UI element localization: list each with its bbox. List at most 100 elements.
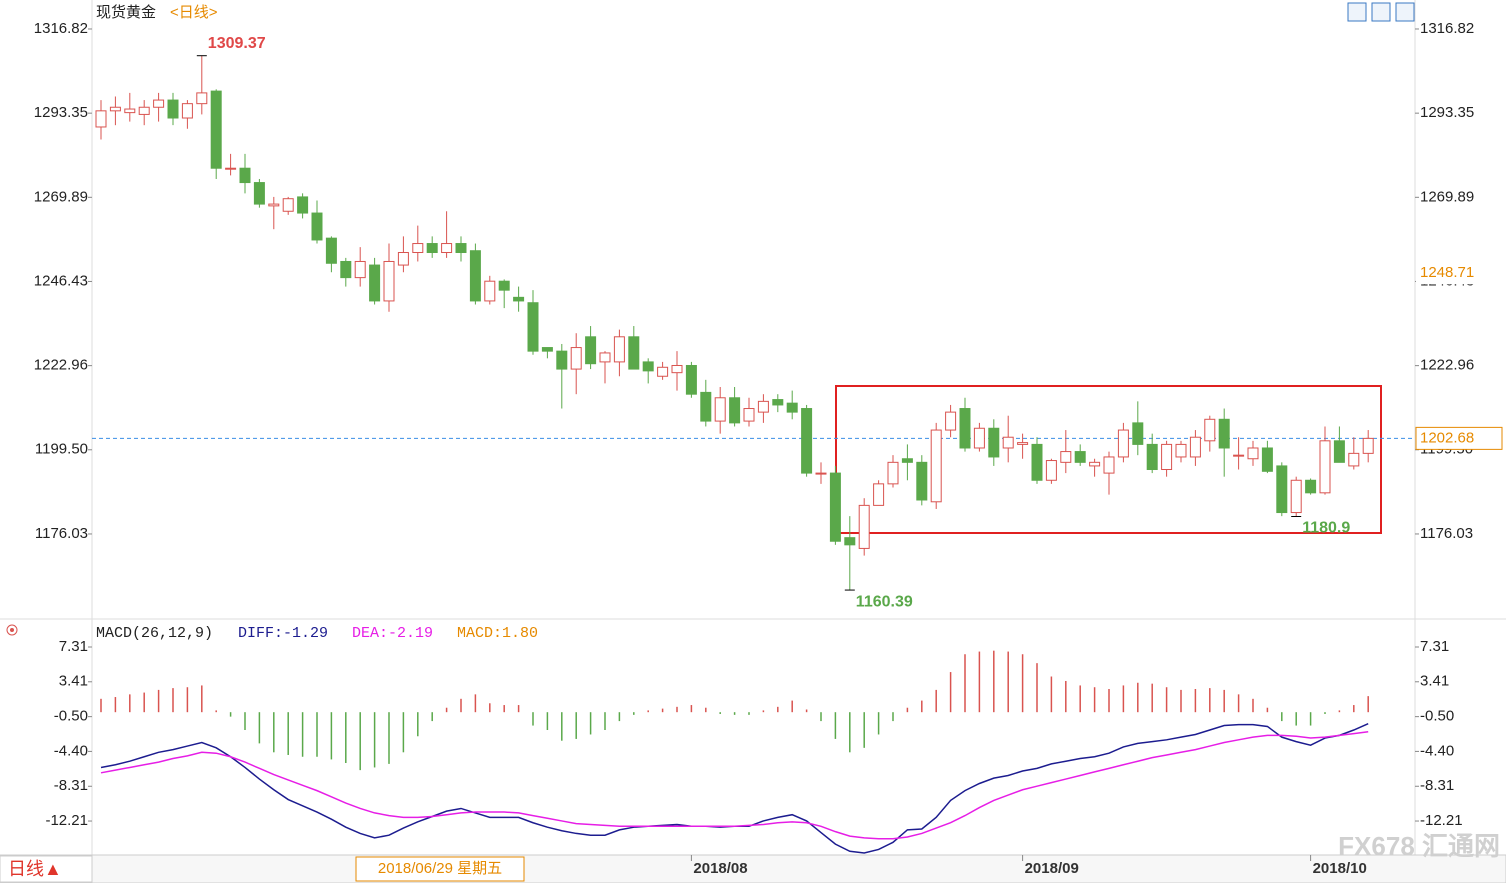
macd-line bbox=[100, 730, 1369, 840]
candle-body bbox=[311, 212, 323, 241]
candle-body bbox=[441, 243, 453, 254]
candle-body bbox=[1204, 418, 1216, 442]
period-label[interactable]: 日线▲ bbox=[8, 859, 62, 879]
candle-body bbox=[109, 106, 121, 112]
candle-body bbox=[95, 110, 107, 128]
candle-body bbox=[1189, 436, 1201, 458]
toolbar-button[interactable] bbox=[1395, 2, 1415, 22]
candle-body bbox=[815, 472, 827, 475]
toolbar-button[interactable] bbox=[1347, 2, 1367, 22]
candle-body bbox=[1290, 479, 1302, 514]
candle-body bbox=[729, 397, 741, 424]
y-tick-label: 1176.03 bbox=[35, 525, 88, 542]
candle-body bbox=[1348, 452, 1360, 467]
candle-body bbox=[556, 350, 568, 370]
candle-body bbox=[714, 397, 726, 422]
candle-body bbox=[1161, 443, 1173, 471]
y-tick-label-right: 1293.35 bbox=[1420, 104, 1474, 121]
candle-body bbox=[397, 252, 409, 266]
y-tick-label: 7.31 bbox=[59, 638, 88, 655]
candle-body bbox=[1362, 437, 1374, 454]
candle-body bbox=[484, 280, 496, 302]
candle-body bbox=[1261, 447, 1273, 472]
candle-body bbox=[124, 108, 136, 114]
candle-body bbox=[282, 198, 294, 212]
y-tick-label: -0.50 bbox=[54, 708, 88, 725]
candle-body bbox=[498, 280, 510, 291]
candle-body bbox=[1146, 443, 1158, 471]
candle-body bbox=[1017, 442, 1029, 445]
candle-body bbox=[858, 504, 870, 549]
candle-body bbox=[1103, 456, 1115, 474]
y-tick-label: 1316.82 bbox=[34, 20, 88, 37]
candle-body bbox=[657, 366, 669, 377]
candle-body bbox=[1305, 479, 1317, 494]
candle-body bbox=[642, 361, 654, 372]
candle-body bbox=[829, 472, 841, 542]
toolbar-button[interactable] bbox=[1371, 2, 1391, 22]
candle-body bbox=[613, 336, 625, 363]
legend-entry: DIFF:-1.29 bbox=[238, 625, 328, 642]
candle-body bbox=[1175, 443, 1187, 458]
icon-circle bbox=[6, 624, 18, 636]
cursor-date: 2018/06/29 星期五 bbox=[378, 860, 502, 877]
candle-body bbox=[685, 364, 697, 395]
chart-subtitle: <日线> bbox=[170, 4, 218, 21]
candle-body bbox=[181, 103, 193, 119]
y-tick-label: 1199.50 bbox=[35, 441, 88, 458]
y-tick-label-right: 1176.03 bbox=[1420, 525, 1473, 542]
legend-entry: DEA:-2.19 bbox=[352, 625, 433, 642]
candle-body bbox=[354, 260, 366, 279]
legend-entry: MACD:1.80 bbox=[457, 625, 538, 642]
last-price-label: 1202.68 bbox=[1420, 429, 1474, 446]
x-tick-label: 2018/08 bbox=[693, 860, 747, 877]
candle-body bbox=[253, 182, 265, 205]
candle-body bbox=[239, 167, 251, 184]
extreme-label: 1180.9 bbox=[1302, 520, 1350, 537]
x-tick-label: 2018/10 bbox=[1313, 860, 1367, 877]
candle-body bbox=[369, 264, 381, 302]
candle-body bbox=[570, 347, 582, 370]
candle-body bbox=[988, 427, 1000, 458]
candle-body bbox=[541, 347, 553, 352]
y-tick-label-right: 1222.96 bbox=[1420, 357, 1474, 374]
y-tick-label-right: 7.31 bbox=[1420, 638, 1449, 655]
candle-body bbox=[786, 402, 798, 413]
candle-body bbox=[873, 483, 885, 506]
cursor-price-label: 1248.71 bbox=[1420, 264, 1474, 281]
candle-body bbox=[1060, 451, 1072, 463]
candle-body bbox=[628, 336, 640, 370]
cursor-price-box bbox=[1416, 262, 1502, 285]
cursor-date-box bbox=[355, 856, 525, 882]
candle-body bbox=[383, 260, 395, 302]
y-tick-label: 3.41 bbox=[59, 673, 88, 690]
candle-body bbox=[325, 237, 337, 264]
candle-body bbox=[1218, 418, 1230, 449]
crosshair-icon bbox=[6, 624, 18, 636]
highlight-box bbox=[835, 385, 1382, 534]
y-tick-label: -8.31 bbox=[54, 777, 88, 794]
candle-body bbox=[1031, 443, 1043, 481]
period-box[interactable] bbox=[0, 855, 93, 883]
chart-title: 现货黄金 bbox=[96, 4, 156, 21]
candle-body bbox=[901, 458, 913, 463]
candle-body bbox=[1074, 451, 1086, 463]
candle-body bbox=[1319, 440, 1331, 494]
candle-body bbox=[153, 99, 165, 108]
toolbar bbox=[1347, 2, 1415, 22]
candle-body bbox=[455, 243, 467, 254]
candle-body bbox=[959, 408, 971, 449]
candle-body bbox=[1132, 422, 1144, 445]
candle-body bbox=[138, 106, 150, 115]
candle-body bbox=[700, 391, 712, 422]
y-tick-label-right: -4.40 bbox=[1420, 742, 1454, 759]
x-tick-label: 2018/09 bbox=[1025, 860, 1079, 877]
y-tick-label: 1222.96 bbox=[34, 357, 88, 374]
candle-body bbox=[599, 352, 611, 363]
y-tick-label: 1269.89 bbox=[34, 188, 88, 205]
candle-body bbox=[297, 196, 309, 214]
candle-body bbox=[167, 99, 179, 119]
last-price-box bbox=[1415, 426, 1503, 450]
candle-body bbox=[772, 399, 784, 406]
